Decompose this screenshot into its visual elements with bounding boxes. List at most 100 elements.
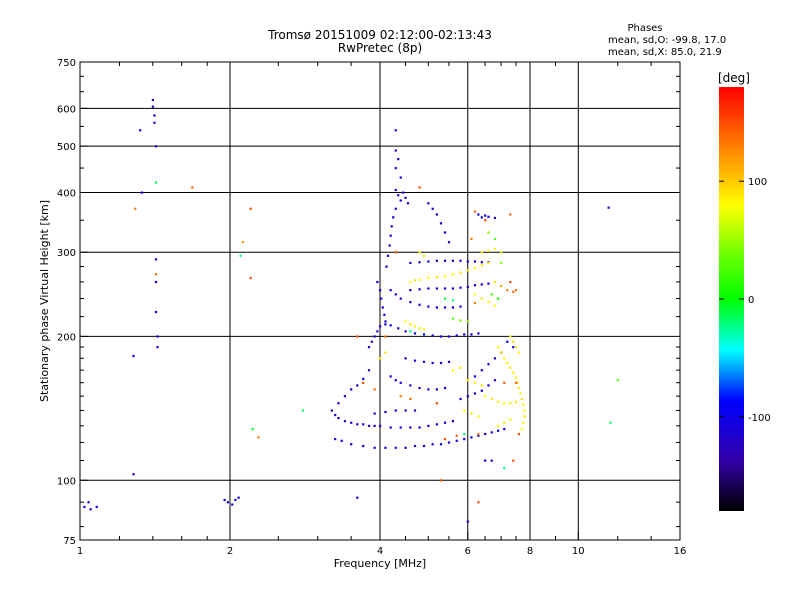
data-point xyxy=(399,199,402,202)
data-point xyxy=(503,428,506,431)
phases-line-x: mean, sd,X: 85.0, 21.9 xyxy=(608,47,722,58)
y-axis-label: Stationary phase Virtual Height [km] xyxy=(38,200,51,402)
data-point xyxy=(435,402,438,405)
data-point xyxy=(516,381,519,384)
data-point xyxy=(132,354,135,358)
data-point xyxy=(500,261,503,265)
data-point xyxy=(337,416,340,420)
data-point xyxy=(480,384,483,387)
data-point xyxy=(509,335,512,338)
data-point xyxy=(463,432,466,436)
colorbar-tick-label--100: -100 xyxy=(748,413,771,424)
data-point xyxy=(522,403,525,406)
data-point xyxy=(490,293,493,296)
data-point xyxy=(154,145,158,148)
data-point xyxy=(490,397,493,401)
data-point xyxy=(356,496,359,499)
data-point xyxy=(451,317,455,320)
data-point xyxy=(500,251,503,254)
y-tick-label-100: 100 xyxy=(57,476,76,487)
data-point xyxy=(249,207,252,210)
data-point xyxy=(470,237,473,241)
data-point xyxy=(473,267,477,270)
data-point xyxy=(384,335,387,338)
data-point xyxy=(519,392,522,395)
data-point xyxy=(493,379,497,382)
data-point xyxy=(455,434,458,437)
data-point xyxy=(409,323,412,326)
data-point xyxy=(394,379,397,382)
data-point xyxy=(385,265,388,268)
data-point xyxy=(154,258,158,261)
data-point xyxy=(616,379,619,382)
data-point xyxy=(231,503,234,506)
data-point xyxy=(379,424,382,428)
data-point xyxy=(388,244,391,247)
data-point xyxy=(455,439,458,442)
data-point xyxy=(226,501,230,504)
data-point xyxy=(506,289,509,292)
data-point xyxy=(330,409,333,412)
data-point xyxy=(459,271,462,274)
data-point xyxy=(522,421,525,424)
data-point xyxy=(447,360,451,363)
data-point xyxy=(500,284,503,288)
data-point xyxy=(443,231,447,234)
data-point xyxy=(439,479,443,482)
x-tick-label-10: 10 xyxy=(572,546,585,557)
data-point xyxy=(480,216,483,219)
data-point xyxy=(484,219,487,222)
data-point xyxy=(435,306,438,309)
data-point xyxy=(356,423,359,426)
data-point xyxy=(447,441,451,444)
data-point xyxy=(251,428,254,431)
data-point xyxy=(390,225,393,228)
data-point xyxy=(447,335,451,338)
data-point xyxy=(515,289,518,292)
y-tick-label-750: 750 xyxy=(57,58,76,69)
data-point xyxy=(477,332,480,335)
data-point xyxy=(373,388,376,391)
data-point xyxy=(380,297,383,300)
data-point xyxy=(95,505,98,509)
data-point xyxy=(443,297,447,300)
data-point xyxy=(463,409,466,412)
data-point xyxy=(431,361,434,365)
data-point xyxy=(356,384,359,387)
data-point xyxy=(455,334,458,337)
data-point xyxy=(83,505,86,509)
data-point xyxy=(427,260,430,263)
data-point xyxy=(239,254,242,257)
data-point xyxy=(473,392,477,395)
data-point xyxy=(409,261,412,265)
data-point xyxy=(154,310,158,314)
data-point xyxy=(459,286,462,289)
data-point xyxy=(477,415,480,418)
data-point xyxy=(480,283,483,286)
data-point xyxy=(520,428,523,431)
data-point xyxy=(373,335,376,338)
data-point xyxy=(427,287,430,290)
data-point xyxy=(134,207,137,210)
data-point xyxy=(394,446,397,449)
data-point xyxy=(503,467,506,470)
data-point xyxy=(409,384,412,387)
data-point xyxy=(496,297,500,300)
x-tick-label-2: 2 xyxy=(227,546,233,557)
data-point xyxy=(431,334,434,337)
data-point xyxy=(523,415,526,418)
data-point xyxy=(459,366,462,369)
data-point xyxy=(459,397,462,401)
data-point xyxy=(443,275,447,278)
data-point xyxy=(249,276,252,280)
data-point xyxy=(422,360,426,363)
data-point xyxy=(459,319,462,322)
data-point xyxy=(343,395,347,398)
data-point xyxy=(470,333,473,336)
data-point xyxy=(435,213,438,216)
x-tick-label-16: 16 xyxy=(674,546,687,557)
data-point xyxy=(443,287,447,290)
data-point xyxy=(503,421,506,424)
y-tick-label-75: 75 xyxy=(63,536,76,547)
y-tick-label-400: 400 xyxy=(57,188,76,199)
